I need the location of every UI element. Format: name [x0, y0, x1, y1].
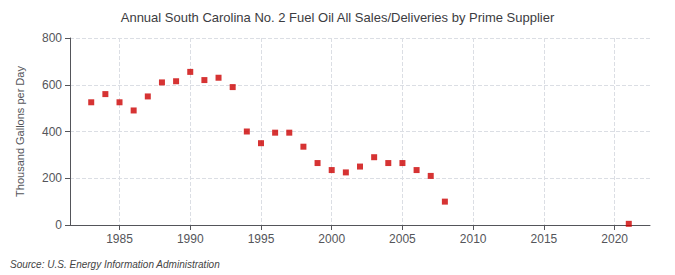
svg-text:Annual South Carolina No. 2 Fu: Annual South Carolina No. 2 Fuel Oil All… [121, 10, 555, 25]
svg-text:2000: 2000 [318, 232, 345, 246]
svg-text:Source: U.S. Energy Informatio: Source: U.S. Energy Information Administ… [10, 259, 220, 270]
svg-text:400: 400 [42, 125, 62, 139]
svg-text:2010: 2010 [460, 232, 487, 246]
svg-text:600: 600 [42, 78, 62, 92]
svg-text:1985: 1985 [106, 232, 133, 246]
svg-text:200: 200 [42, 171, 62, 185]
svg-text:Thousand Gallons per Day: Thousand Gallons per Day [14, 66, 26, 197]
svg-text:2020: 2020 [601, 232, 628, 246]
svg-text:0: 0 [55, 218, 62, 232]
svg-text:1995: 1995 [248, 232, 275, 246]
svg-text:1990: 1990 [177, 232, 204, 246]
svg-text:800: 800 [42, 31, 62, 45]
svg-text:2005: 2005 [389, 232, 416, 246]
svg-text:2015: 2015 [531, 232, 558, 246]
